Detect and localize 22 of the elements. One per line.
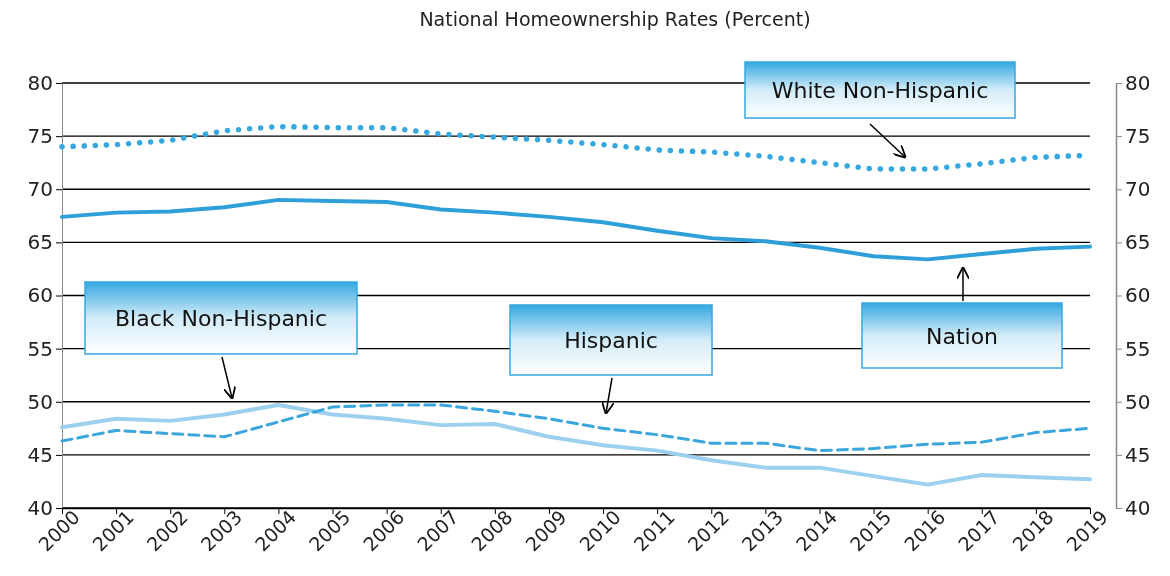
text: Black Non-Hispanic xyxy=(114,306,328,331)
y2-tick-label: 60 xyxy=(1125,283,1151,308)
y-tick-label: 60 xyxy=(27,283,53,308)
y-tick-label: 75 xyxy=(27,124,53,149)
y2-tick-label: 70 xyxy=(1125,177,1151,202)
y-tick-label: 65 xyxy=(27,230,53,255)
y-tick-label: 55 xyxy=(27,336,53,361)
y-tick-label: 45 xyxy=(27,442,53,467)
y2-tick-label: 65 xyxy=(1125,230,1151,255)
text: Nation xyxy=(925,323,999,349)
y2-tick-label: 40 xyxy=(1125,495,1151,520)
y2-tick-label: 80 xyxy=(1125,70,1151,95)
chart-title: National Homeownership Rates (Percent) xyxy=(419,8,811,30)
y2-tick-label: 45 xyxy=(1125,442,1151,467)
y-tick-label: 70 xyxy=(27,177,53,202)
y-tick-label: 50 xyxy=(27,389,53,414)
y2-tick-label: 55 xyxy=(1125,336,1151,361)
text: White Non-Hispanic xyxy=(771,78,989,103)
y2-tick-label: 50 xyxy=(1125,389,1151,414)
y-tick-label: 80 xyxy=(27,70,53,95)
y2-tick-label: 75 xyxy=(1125,124,1151,149)
text: Hispanic xyxy=(564,328,658,353)
